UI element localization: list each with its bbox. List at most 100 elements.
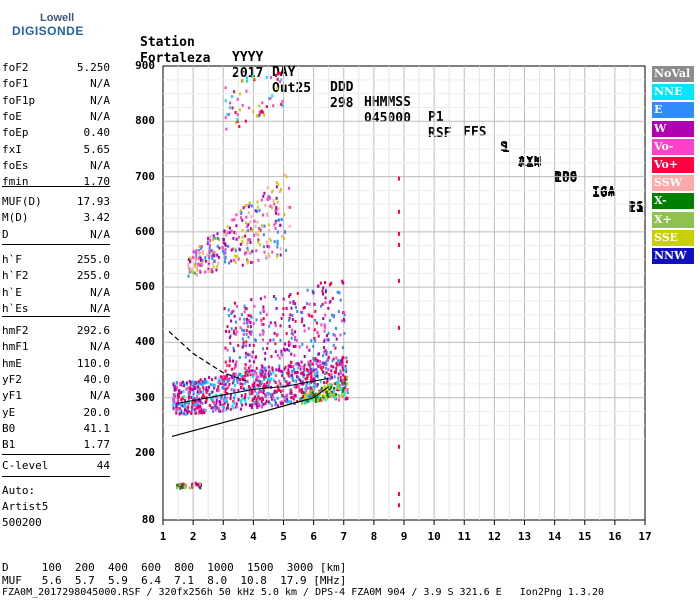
echo-point	[271, 393, 274, 397]
echo-point	[192, 250, 195, 254]
echo-point	[279, 223, 282, 227]
echo-point	[255, 392, 258, 396]
echo-point	[224, 251, 227, 255]
echo-point	[342, 368, 345, 372]
echo-point	[250, 215, 253, 219]
echo-point	[271, 189, 274, 193]
echo-point	[279, 80, 282, 83]
echo-point	[288, 374, 291, 378]
echo-point	[230, 259, 233, 263]
echo-point	[244, 395, 247, 399]
echo-point	[180, 402, 183, 406]
legend-item-vo: Vo+	[652, 157, 694, 173]
echo-point	[276, 72, 279, 76]
echo-point	[278, 379, 281, 383]
echo-point	[337, 384, 340, 388]
echo-point	[245, 215, 248, 219]
echo-point	[283, 379, 286, 383]
echo-point	[217, 261, 220, 265]
echo-point	[193, 385, 196, 389]
echo-point	[332, 382, 335, 386]
echo-point	[319, 380, 322, 384]
echo-point	[280, 369, 283, 373]
echo-point	[245, 344, 248, 348]
echo-point	[204, 259, 207, 263]
echo-point	[192, 390, 195, 394]
param-row-b0: B0 41.1	[2, 421, 110, 437]
echo-point	[182, 482, 185, 486]
echo-point	[242, 387, 245, 391]
echo-point	[206, 240, 209, 244]
echo-point	[320, 323, 323, 327]
echo-point	[199, 482, 201, 486]
param-separator	[2, 186, 110, 187]
echo-point	[296, 375, 298, 379]
echo-point	[287, 340, 290, 344]
param-value: 0.40	[83, 126, 111, 140]
echo-point	[310, 370, 313, 374]
echo-point	[291, 395, 294, 399]
echo-point	[293, 370, 296, 374]
echo-point	[224, 86, 227, 90]
echo-point	[339, 369, 342, 373]
echo-point	[257, 238, 260, 242]
echo-point	[234, 247, 237, 251]
echo-point	[210, 268, 213, 271]
echo-point	[283, 367, 286, 371]
echo-point	[261, 101, 264, 105]
echo-point	[296, 292, 299, 295]
echo-point	[245, 373, 248, 376]
echo-point	[198, 409, 201, 413]
echo-point	[282, 394, 284, 398]
echo-point	[271, 366, 274, 370]
echo-point	[291, 369, 293, 373]
echo-point	[193, 255, 196, 259]
echo-point	[245, 221, 248, 225]
echo-point	[258, 104, 261, 108]
echo-point	[235, 330, 238, 334]
echo-point	[302, 306, 305, 310]
echo-point	[197, 403, 200, 407]
echo-point	[284, 399, 287, 403]
param-name: yF1	[2, 389, 22, 403]
param-row-d: D N/A	[2, 227, 110, 243]
echo-point	[307, 360, 310, 364]
echo-point	[191, 380, 194, 384]
echo-point	[222, 241, 225, 245]
echo-point	[281, 353, 284, 357]
echo-point	[255, 366, 258, 370]
echo-point	[266, 212, 269, 216]
echo-point	[323, 350, 326, 354]
echo-point	[327, 331, 330, 335]
echo-point	[310, 389, 313, 393]
echo-point	[296, 399, 299, 403]
echo-point	[257, 391, 260, 395]
echo-point	[268, 381, 271, 385]
echo-point	[205, 391, 208, 394]
echo-point	[187, 405, 190, 409]
echo-point	[198, 388, 201, 392]
echo-point	[287, 364, 290, 368]
echo-point	[327, 338, 330, 342]
echo-point	[232, 401, 235, 405]
echo-point	[301, 342, 304, 346]
echo-point	[224, 377, 227, 381]
dashed-trace	[168, 330, 248, 382]
echo-point	[225, 229, 228, 233]
echo-point	[291, 376, 294, 380]
echo-point	[245, 369, 248, 373]
echo-point	[207, 236, 210, 240]
param-value: 292.6	[76, 324, 110, 337]
echo-point	[308, 382, 311, 386]
param-row-yf2: yF2 40.0	[2, 372, 110, 388]
echo-point	[213, 386, 216, 390]
echo-point	[187, 410, 190, 414]
echo-point	[301, 317, 304, 321]
echo-point	[275, 181, 278, 185]
echo-point	[195, 254, 198, 258]
echo-point	[270, 393, 273, 397]
echo-point	[274, 297, 277, 301]
echo-point	[190, 269, 193, 273]
echo-point	[313, 302, 316, 306]
echo-point	[217, 236, 219, 240]
